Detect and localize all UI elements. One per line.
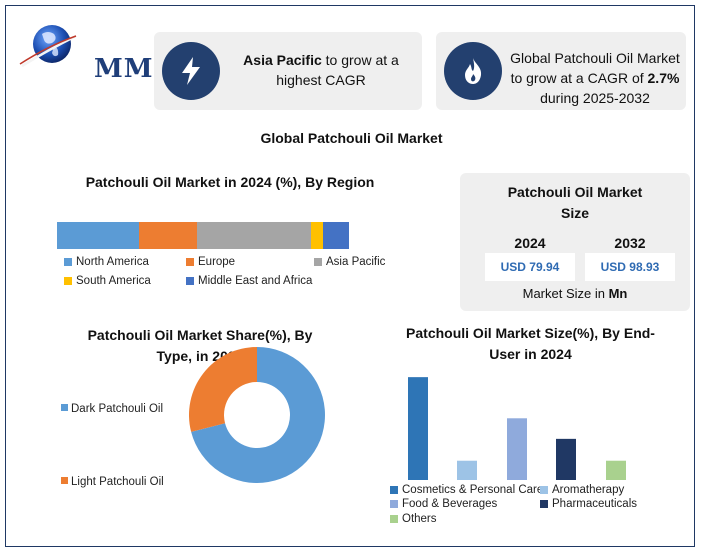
enduser-legend-item: Food & Beverages <box>390 498 497 510</box>
mmr-logo: MMR <box>18 22 175 84</box>
legend-label: Asia Pacific <box>326 256 386 268</box>
legend-swatch <box>390 515 398 523</box>
region-segment-north-america <box>57 222 139 249</box>
legend-label: Food & Beverages <box>402 498 498 510</box>
value-2024: USD 79.94 <box>485 253 575 281</box>
legend-label: North America <box>76 256 149 268</box>
value-2032: USD 98.93 <box>585 253 675 281</box>
legend-label: South America <box>76 275 151 287</box>
flame-icon <box>444 42 502 100</box>
region-stacked-bar <box>57 222 349 249</box>
enduser-legend-item: Others <box>390 513 437 525</box>
legend-swatch <box>540 500 548 508</box>
main-title: Global Patchouli Oil Market <box>260 130 443 146</box>
highlight-card-cagr: Global Patchouli Oil Market to grow at a… <box>436 32 686 110</box>
legend-swatch <box>540 486 548 494</box>
legend-swatch <box>390 486 398 494</box>
globe-icon <box>19 25 77 68</box>
legend-label: Middle East and Africa <box>198 275 313 287</box>
market-size-title: Patchouli Oil Market Size <box>507 184 643 221</box>
type-chart-title: Patchouli Oil Market Share(%), By Type, … <box>87 327 313 364</box>
enduser-legend-item: Pharmaceuticals <box>540 498 637 510</box>
infographic-frame <box>5 5 695 547</box>
region-legend-item: North America <box>64 256 149 268</box>
legend-swatch <box>64 277 72 285</box>
enduser-legend-item: Aromatherapy <box>540 484 624 496</box>
legend-swatch <box>390 500 398 508</box>
legend-swatch <box>186 277 194 285</box>
legend-label: Others <box>402 513 437 525</box>
highlight-text-region: Asia Pacific to grow at a highest CAGR <box>243 52 399 88</box>
enduser-legend-item: Cosmetics & Personal Care <box>390 484 543 496</box>
lightning-icon <box>162 42 220 100</box>
region-chart-title: Patchouli Oil Market in 2024 (%), By Reg… <box>85 174 375 190</box>
region-segment-middle-east-and-africa <box>322 222 349 249</box>
region-legend-item: Europe <box>186 256 235 268</box>
region-segment-south-america <box>311 222 323 249</box>
region-legend-item: Middle East and Africa <box>186 275 312 287</box>
region-segment-europe <box>138 222 198 249</box>
region-legend-item: South America <box>64 275 151 287</box>
year-2024-label: 2024 <box>514 235 546 251</box>
legend-label: Aromatherapy <box>552 484 625 496</box>
region-legend-item: Asia Pacific <box>314 256 385 268</box>
market-size-footer: Market Size in Mn <box>522 286 628 301</box>
legend-label: Cosmetics & Personal Care <box>402 484 544 496</box>
region-legend: North America Europe Asia Pacific South Ame… <box>64 256 394 296</box>
year-2032-label: 2032 <box>614 235 646 251</box>
legend-label: Europe <box>198 256 236 268</box>
highlight-text-cagr: Global Patchouli Oil Market to grow at a… <box>510 50 680 106</box>
market-size-card: Patchouli Oil Market Size 2024 2032 USD … <box>460 173 690 311</box>
legend-swatch <box>314 258 322 266</box>
enduser-legend: Cosmetics & Personal Care Aromatherapy Foo… <box>390 484 690 532</box>
legend-swatch <box>186 258 194 266</box>
region-segment-asia-pacific <box>197 222 312 249</box>
highlight-card-region: Asia Pacific to grow at a highest CAGR <box>154 32 422 110</box>
legend-swatch <box>64 258 72 266</box>
legend-label: Pharmaceuticals <box>552 498 638 510</box>
enduser-chart-title: Patchouli Oil Market Size(%), By End-Use… <box>406 325 655 362</box>
